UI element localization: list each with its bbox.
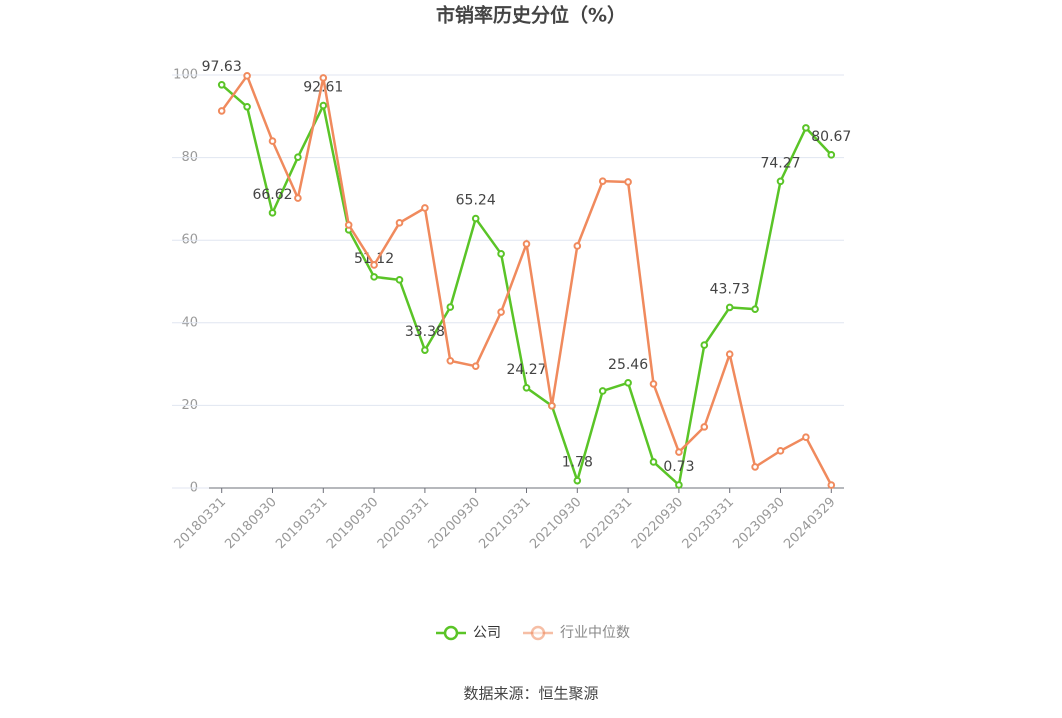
x-tick-label: 20180930	[222, 495, 279, 552]
data-point	[548, 402, 556, 410]
x-tick-label: 20210331	[476, 495, 533, 552]
data-point	[471, 362, 480, 370]
source: 数据来源：恒生聚源	[463, 685, 598, 703]
data-point	[827, 151, 836, 159]
data-point	[217, 107, 226, 115]
data-point	[624, 379, 632, 387]
data-label: 24.27	[506, 362, 546, 378]
data-point	[751, 305, 759, 313]
data-point	[370, 273, 378, 281]
data-point	[598, 387, 607, 395]
data-point	[725, 350, 734, 358]
data-point	[446, 356, 455, 365]
data-point	[319, 74, 328, 82]
data-point	[573, 242, 582, 250]
data-point	[497, 250, 505, 258]
data-point	[268, 137, 277, 145]
data-point	[395, 276, 404, 284]
data-point	[446, 303, 455, 311]
data-point	[522, 240, 531, 248]
x-tick-label: 20190331	[273, 495, 330, 552]
data-point	[497, 308, 505, 316]
data-label: 43.73	[710, 281, 750, 297]
data-point	[700, 341, 709, 349]
data-point	[370, 261, 378, 269]
data-point	[344, 221, 353, 229]
legend-label[interactable]: 行业中位数	[560, 625, 630, 641]
data-label: 51.12	[354, 251, 394, 267]
x-tick-label: 20200331	[375, 495, 432, 552]
data-label: 33.38	[405, 324, 445, 340]
data-point	[598, 177, 607, 185]
data-label: 1.78	[562, 455, 593, 471]
x-tick-label: 20230930	[730, 495, 787, 552]
data-point	[294, 153, 302, 161]
data-label: 0.73	[663, 459, 694, 475]
legend-icon	[530, 625, 546, 641]
data-label: 74.27	[760, 155, 800, 171]
data-point	[624, 178, 632, 186]
data-point	[421, 346, 429, 354]
x-tick-label: 20210930	[527, 495, 584, 552]
data-point	[319, 101, 328, 110]
legend-label[interactable]: 公司	[473, 625, 501, 641]
data-label: 66.62	[252, 187, 292, 203]
data-point	[725, 303, 734, 312]
data-point	[675, 448, 683, 456]
data-label: 25.46	[608, 357, 648, 373]
data-point	[268, 209, 277, 217]
data-point	[294, 194, 302, 202]
data-point	[522, 383, 531, 392]
data-label: 80.67	[811, 129, 851, 145]
x-tick-label: 20190930	[324, 495, 381, 552]
data-label: 97.63	[202, 59, 242, 75]
x-tick-label: 20240329	[781, 495, 838, 552]
data-point	[751, 463, 759, 471]
data-point	[421, 204, 429, 212]
data-point	[573, 476, 582, 485]
data-point	[827, 481, 836, 489]
legend-icon	[443, 625, 459, 641]
data-point	[217, 80, 226, 89]
data-point	[802, 433, 810, 442]
data-point	[802, 124, 810, 132]
data-point	[776, 447, 785, 455]
x-tick-label: 20220331	[578, 495, 635, 552]
x-tick-label: 20180331	[172, 495, 229, 552]
data-point	[471, 214, 480, 223]
x-tick-label: 20220930	[629, 495, 686, 552]
data-point	[243, 72, 251, 80]
data-label: 92.61	[303, 80, 343, 96]
data-point	[395, 219, 404, 227]
data-point	[649, 458, 658, 466]
data-point	[675, 481, 683, 489]
chart-title: 市销率历史分位（%）	[436, 4, 626, 27]
data-point	[776, 177, 785, 186]
x-tick-label: 20200930	[426, 495, 483, 552]
x-tick-label: 20230331	[680, 495, 737, 552]
data-label: 65.24	[456, 193, 496, 209]
data-point	[243, 103, 251, 111]
data-point	[649, 380, 658, 388]
data-point	[700, 423, 709, 431]
